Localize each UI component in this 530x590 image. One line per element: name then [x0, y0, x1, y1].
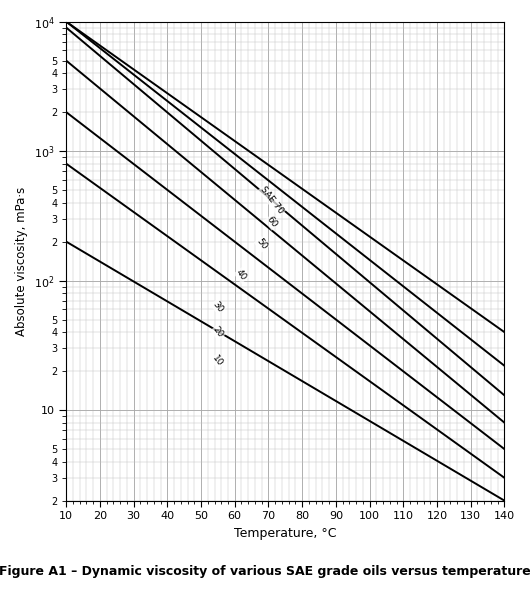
- Text: 50: 50: [254, 237, 269, 252]
- Text: 20: 20: [211, 325, 225, 340]
- Y-axis label: Absolute viscosity, mPa·s: Absolute viscosity, mPa·s: [15, 186, 28, 336]
- Text: 10: 10: [211, 353, 225, 368]
- Text: 30: 30: [211, 299, 225, 314]
- Text: SAE 70: SAE 70: [259, 185, 285, 216]
- Text: Figure A1 – Dynamic viscosity of various SAE grade oils versus temperature: Figure A1 – Dynamic viscosity of various…: [0, 565, 530, 578]
- Text: 40: 40: [234, 268, 249, 283]
- Text: 60: 60: [264, 215, 279, 230]
- X-axis label: Temperature, °C: Temperature, °C: [234, 527, 337, 540]
